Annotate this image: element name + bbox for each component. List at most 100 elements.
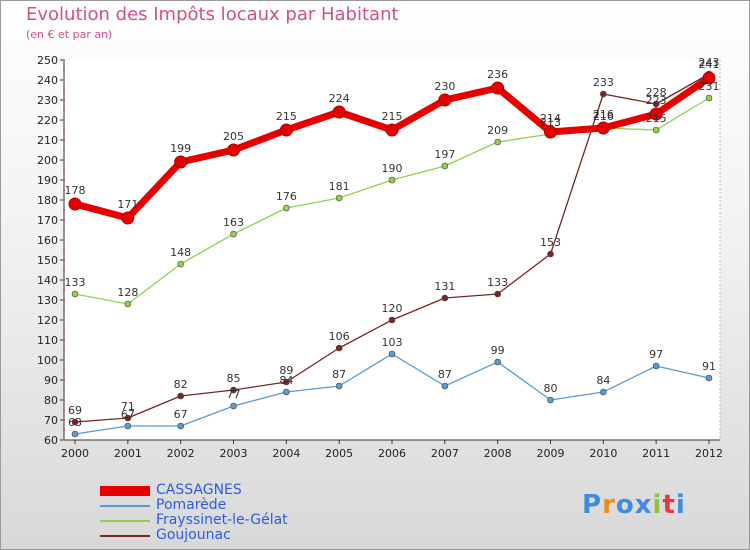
x-tick-label: 2006 — [378, 447, 406, 460]
data-label: 133 — [65, 276, 86, 289]
y-tick-label: 230 — [37, 94, 58, 107]
data-point — [227, 143, 240, 157]
data-point — [283, 378, 290, 386]
logo-letter: r — [602, 490, 616, 520]
data-point — [600, 90, 607, 98]
data-label: 224 — [329, 92, 350, 105]
data-label: 190 — [382, 162, 403, 175]
data-point — [705, 94, 713, 102]
data-point — [335, 344, 343, 352]
data-point — [279, 123, 293, 137]
data-point — [596, 121, 610, 135]
data-label: 84 — [596, 374, 610, 387]
data-point — [283, 204, 290, 212]
data-point — [124, 414, 132, 422]
data-label: 214 — [540, 112, 561, 125]
data-label: 241 — [699, 58, 720, 71]
x-tick-label: 2008 — [484, 447, 512, 460]
data-label: 80 — [544, 382, 558, 395]
data-label: 82 — [174, 378, 188, 391]
y-tick-label: 100 — [37, 354, 58, 367]
data-point — [124, 300, 132, 308]
data-point — [702, 71, 716, 85]
data-point — [649, 107, 663, 121]
legend-swatch-pomarede — [100, 505, 150, 507]
data-point — [71, 418, 79, 426]
legend-label-pomarede: Pomarède — [156, 497, 227, 513]
y-tick-label: 170 — [37, 214, 58, 227]
y-tick-label: 120 — [37, 314, 58, 327]
data-label: 223 — [646, 94, 667, 107]
data-point — [547, 396, 554, 404]
x-tick-label: 2000 — [61, 447, 89, 460]
data-point — [177, 392, 184, 400]
legend-label-goujounac: Goujounac — [156, 527, 231, 543]
data-label: 77 — [227, 388, 241, 401]
data-point — [652, 100, 660, 108]
data-point — [494, 358, 501, 366]
x-tick-label: 2005 — [325, 447, 353, 460]
data-label: 67 — [121, 408, 135, 421]
data-label: 89 — [279, 364, 293, 377]
y-tick-label: 60 — [44, 434, 58, 447]
data-label: 131 — [434, 280, 455, 293]
data-label: 215 — [276, 110, 297, 123]
data-label: 233 — [593, 76, 614, 89]
legend-swatch-cassagnes — [100, 486, 150, 496]
data-point — [230, 402, 237, 410]
chart-subtitle: (en € et par an) — [26, 28, 113, 41]
data-label: 153 — [540, 236, 561, 249]
data-point — [121, 211, 135, 225]
data-label: 63 — [68, 416, 82, 429]
y-tick-label: 250 — [37, 54, 58, 67]
data-point — [388, 176, 396, 184]
chart-title: Evolution des Impôts locaux par Habitant — [26, 4, 399, 25]
data-label: 71 — [121, 400, 135, 413]
data-point — [652, 362, 660, 370]
data-label: 85 — [227, 372, 241, 385]
y-tick-label: 220 — [37, 114, 58, 127]
legend-label-frayssinet: Frayssinet-le-Gélat — [156, 512, 288, 528]
x-tick-label: 2007 — [431, 447, 459, 460]
data-point — [388, 350, 396, 358]
x-tick-label: 2011 — [642, 447, 670, 460]
y-tick-label: 110 — [37, 334, 58, 347]
data-point — [438, 93, 452, 107]
data-label: 215 — [646, 112, 667, 125]
data-point — [441, 162, 449, 170]
y-tick-label: 190 — [37, 174, 58, 187]
data-label: 199 — [170, 142, 191, 155]
data-point — [68, 197, 82, 211]
logo-letter: o — [615, 490, 635, 520]
x-tick-label: 2004 — [272, 447, 300, 460]
x-tick-label: 2003 — [220, 447, 248, 460]
data-point — [385, 123, 399, 137]
data-point — [177, 260, 184, 268]
data-point — [177, 422, 184, 430]
data-label: 178 — [65, 184, 86, 197]
data-label: 87 — [332, 368, 346, 381]
data-label: 197 — [434, 148, 455, 161]
data-label: 209 — [487, 124, 508, 137]
data-label: 163 — [223, 216, 244, 229]
data-point — [335, 382, 343, 390]
data-point — [124, 422, 132, 430]
data-label: 67 — [174, 408, 188, 421]
legend-swatch-goujounac — [100, 535, 150, 537]
legend-label-cassagnes: CASSAGNES — [156, 482, 242, 498]
y-tick-label: 240 — [37, 74, 58, 87]
logo-letter: i — [652, 490, 663, 520]
data-label: 91 — [702, 360, 716, 373]
data-label: 213 — [540, 116, 561, 129]
proxiti-logo: Proxiti — [582, 490, 686, 520]
legend-swatch-frayssinet — [100, 520, 150, 522]
data-point — [491, 81, 505, 95]
logo-letter: t — [662, 490, 676, 520]
data-label: 148 — [170, 246, 191, 259]
data-point — [230, 386, 237, 394]
y-tick-label: 150 — [37, 254, 58, 267]
data-label: 133 — [487, 276, 508, 289]
y-tick-label: 130 — [37, 294, 58, 307]
data-label: 99 — [491, 344, 505, 357]
data-point — [283, 388, 290, 396]
